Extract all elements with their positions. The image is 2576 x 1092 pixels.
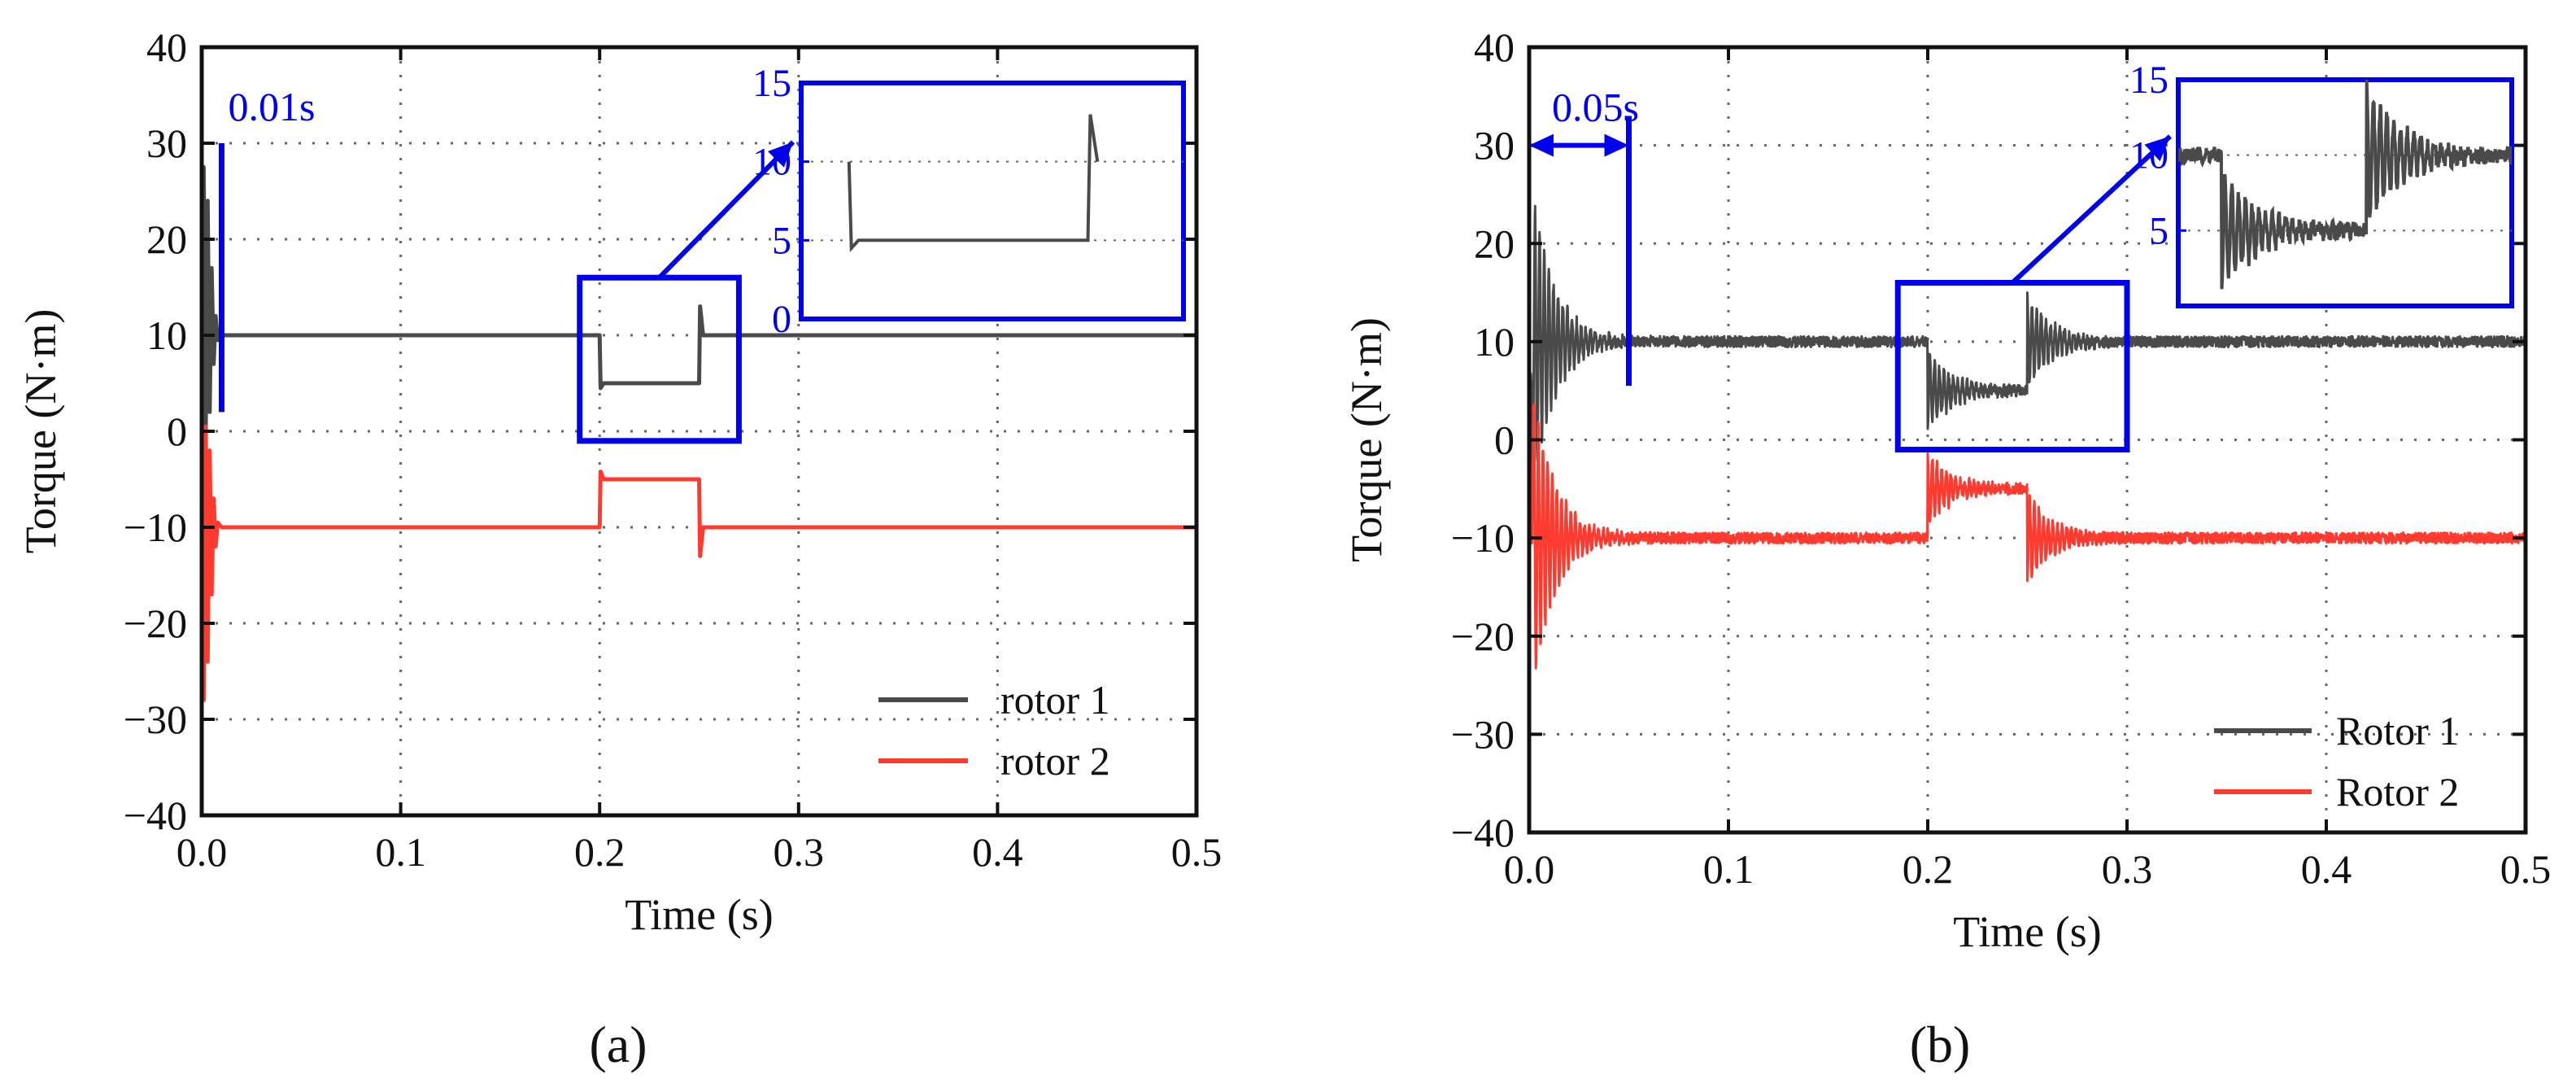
panel-b-chart: 0.0 0.1 0.2 0.3 0.4 0.5 40 30 20 10 0 −10 −20 −30 −40 T… xyxy=(1342,24,2551,1073)
y-tick-label: 10 xyxy=(1474,319,1515,365)
legend-label: rotor 1 xyxy=(1000,677,1110,723)
y-tick-label: 20 xyxy=(1474,221,1515,266)
time-span-arrow-left xyxy=(1529,133,1554,157)
y-axis-title: Torque (N·m) xyxy=(16,309,65,554)
series-line-rotor-2 xyxy=(1529,403,2526,670)
x-tick-label: 0.1 xyxy=(375,829,426,875)
y-tick-label: −10 xyxy=(124,505,187,550)
series-line-rotor-1 xyxy=(202,165,1196,439)
y-tick-label: −20 xyxy=(124,601,187,646)
y-tick-label: 30 xyxy=(1474,123,1515,168)
time-span-arrow-right xyxy=(1604,133,1629,157)
inset-y-tick-label: 0 xyxy=(772,298,791,341)
y-tick-label: 20 xyxy=(146,216,187,262)
x-tick-label: 0.1 xyxy=(1703,846,1754,892)
y-tick-label: 40 xyxy=(146,24,187,70)
x-tick-label: 0.0 xyxy=(177,829,228,875)
inset-series-line xyxy=(2178,80,2512,290)
x-tick-label: 0.2 xyxy=(574,829,625,875)
inset-y-tick-label: 15 xyxy=(752,62,791,105)
y-tick-label: 0 xyxy=(1494,417,1515,463)
series-line-rotor-2 xyxy=(202,424,1196,702)
x-tick-label: 0.5 xyxy=(2500,846,2552,892)
x-tick-label: 0.4 xyxy=(972,829,1023,875)
y-tick-label: 40 xyxy=(1474,24,1515,70)
legend-label: rotor 2 xyxy=(1000,738,1110,784)
y-tick-label: −40 xyxy=(124,793,187,838)
y-tick-label: −30 xyxy=(124,697,187,742)
zoom-window-box xyxy=(1894,280,2130,453)
inset-y-tick-label: 5 xyxy=(2149,209,2168,252)
series-line-rotor-1 xyxy=(1529,204,2526,474)
x-axis-title: Time (s) xyxy=(625,890,774,939)
y-axis-title: Torque (N·m) xyxy=(1342,317,1391,562)
legend-label: Rotor 2 xyxy=(2336,769,2459,815)
y-tick-label: 30 xyxy=(146,120,187,166)
inset-y-tick-label: 5 xyxy=(772,219,791,262)
zoom-arrow-head xyxy=(2144,136,2170,162)
time-marker-label: 0.01s xyxy=(228,84,315,129)
x-tick-label: 0.4 xyxy=(2301,846,2352,892)
y-tick-label: −10 xyxy=(1451,515,1515,561)
zoom-arrow-line xyxy=(657,140,795,280)
panel-label: (b) xyxy=(1910,1016,1971,1073)
x-tick-label: 0.3 xyxy=(774,829,825,875)
x-axis-title: Time (s) xyxy=(1953,907,2102,956)
y-tick-label: −40 xyxy=(1451,810,1515,855)
time-marker-label: 0.05s xyxy=(1552,85,1639,130)
y-tick-label: −30 xyxy=(1451,711,1515,757)
x-tick-label: 0.0 xyxy=(1504,846,1555,892)
inset-chart: 15105 xyxy=(2129,59,2514,308)
inset-series-line xyxy=(847,114,1100,253)
zoom-arrow-line xyxy=(2011,134,2173,285)
inset-frame xyxy=(799,81,1186,321)
inset-chart: 151050 xyxy=(752,62,1186,341)
y-tick-label: 0 xyxy=(167,408,187,454)
y-tick-label: −20 xyxy=(1451,614,1515,659)
panel-label: (a) xyxy=(589,1016,647,1073)
legend-label: Rotor 1 xyxy=(2336,708,2459,753)
inset-y-tick-label: 15 xyxy=(2129,59,2168,102)
panel-a-chart: 0.0 0.1 0.2 0.3 0.4 0.5 40 30 20 10 0 −10 −20 −30 −40 T… xyxy=(16,24,1222,1073)
y-tick-label: 10 xyxy=(146,312,187,358)
zoom-window-box xyxy=(577,274,742,444)
x-tick-label: 0.5 xyxy=(1171,829,1223,875)
x-tick-label: 0.3 xyxy=(2102,846,2153,892)
x-tick-label: 0.2 xyxy=(1903,846,1954,892)
zoom-arrow-head xyxy=(767,142,793,168)
